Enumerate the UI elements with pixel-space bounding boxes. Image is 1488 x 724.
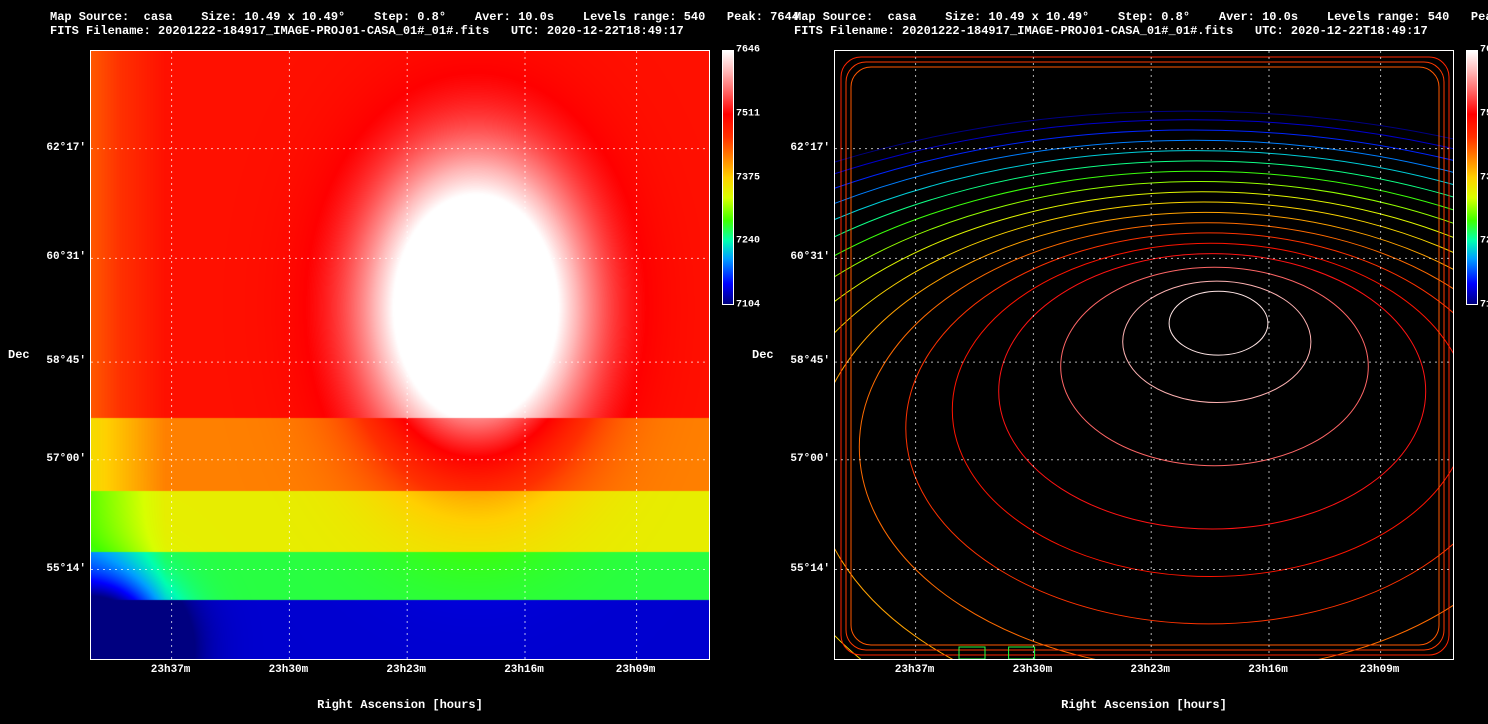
x-tick-label: 23h09m [1360,664,1400,676]
contour-svg [835,51,1454,660]
heatmap-grid-overlay [91,51,710,660]
colorbar-tick: 7104 [1480,300,1488,311]
x-axis-label: Right Ascension [hours] [834,698,1454,712]
x-tick-label: 23h23m [386,664,426,676]
x-axis-label: Right Ascension [hours] [90,698,710,712]
contour-plot [834,50,1454,660]
y-tick-label: 62°17' [786,142,830,154]
header-text: Map Source: casa Size: 10.49 x 10.49° St… [794,10,1488,38]
y-axis-label: Dec [752,50,774,660]
contour-panel: Map Source: casa Size: 10.49 x 10.49° St… [744,0,1488,724]
x-tick-label: 23h37m [151,664,191,676]
grid-lines [91,51,710,660]
heatmap-plot [90,50,710,660]
y-tick-label: 55°14' [786,563,830,575]
heatmap-panel: Map Source: casa Size: 10.49 x 10.49° St… [0,0,744,724]
y-tick-label: 58°45' [42,355,86,367]
y-axis-label: Dec [8,50,30,660]
x-tick-label: 23h16m [504,664,544,676]
x-tick-label: 23h37m [895,664,935,676]
root: Map Source: casa Size: 10.49 x 10.49° St… [0,0,1488,724]
colorbar-tick: 7240 [1480,236,1488,247]
y-tick-label: 57°00' [42,453,86,465]
x-tick-label: 23h23m [1130,664,1170,676]
colorbar-tick: 7646 [1480,45,1488,56]
colorbar [1466,50,1478,305]
contour-lines [835,57,1454,660]
colorbar-tick: 7375 [1480,172,1488,183]
x-tick-label: 23h09m [616,664,656,676]
x-tick-label: 23h30m [269,664,309,676]
y-tick-label: 60°31' [42,251,86,263]
colorbar [722,50,734,305]
y-tick-label: 58°45' [786,355,830,367]
y-tick-label: 60°31' [786,251,830,263]
y-tick-label: 62°17' [42,142,86,154]
header-text: Map Source: casa Size: 10.49 x 10.49° St… [50,10,799,38]
y-tick-label: 57°00' [786,453,830,465]
colorbar-tick: 7511 [1480,108,1488,119]
x-tick-label: 23h30m [1013,664,1053,676]
y-tick-label: 55°14' [42,563,86,575]
x-tick-label: 23h16m [1248,664,1288,676]
